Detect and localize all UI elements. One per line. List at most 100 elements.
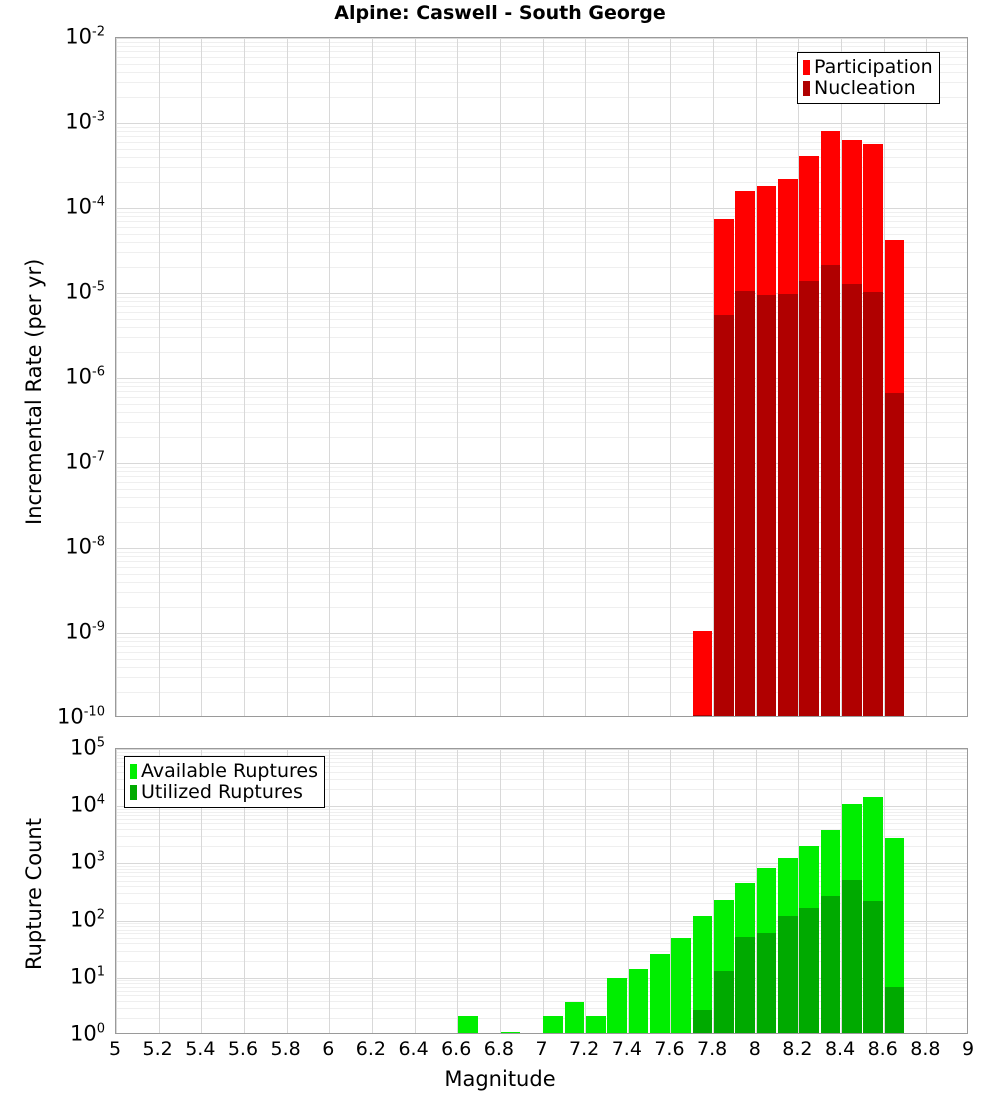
gridline-minor-h [116, 71, 967, 73]
gridline-minor-h [116, 893, 967, 895]
gridline-minor-h [116, 56, 967, 58]
gridline-major-h [116, 378, 967, 379]
gridline-minor-h [116, 97, 967, 99]
gridline-minor-h [116, 808, 967, 810]
bar-available-ruptures [884, 837, 905, 1033]
gridline-minor-h [116, 866, 967, 867]
x-tick-label: 5.2 [142, 1038, 173, 1060]
x-tick-label: 7.2 [569, 1038, 600, 1060]
gridline-v [116, 38, 117, 716]
bar-available-ruptures [458, 1015, 478, 1033]
gridline-minor-h [116, 481, 967, 483]
gridline-minor-h [116, 326, 967, 328]
gridline-minor-h [116, 41, 967, 43]
gridline-minor-h [116, 318, 967, 320]
gridline-minor-h [116, 437, 967, 439]
gridline-minor-h [116, 757, 967, 759]
gridline-minor-h [116, 815, 967, 817]
legend-swatch-icon [803, 81, 810, 96]
y-tick-label: 103 [69, 849, 105, 874]
gridline-minor-h [116, 82, 967, 84]
bar-available-ruptures [692, 916, 713, 1033]
gridline-minor-h [116, 778, 967, 780]
gridline-minor-h [116, 488, 967, 490]
gridline-major-h [116, 920, 967, 922]
gridline-minor-h [116, 766, 967, 768]
legend-label: Nucleation [814, 77, 916, 99]
incremental-rate-plot [115, 37, 968, 717]
gridline-v [329, 749, 331, 1033]
bottom-legend: Available Ruptures Utilized Ruptures [124, 756, 325, 808]
gridline-minor-h [116, 386, 967, 388]
y-tick-label: 101 [69, 964, 105, 989]
gridline-minor-h [116, 886, 967, 888]
legend-item: Available Ruptures [130, 761, 318, 782]
y-tick-label: 104 [69, 792, 105, 817]
y-tick-label: 10-9 [65, 619, 105, 644]
gridline-minor-h [116, 337, 967, 339]
bar-utilized-ruptures [777, 916, 798, 1033]
gridline-v [414, 38, 416, 716]
gridline-minor-h [116, 636, 967, 638]
x-tick-label: 8.4 [824, 1038, 856, 1060]
gridline-minor-h [116, 754, 967, 756]
gridline-minor-h [116, 396, 967, 398]
gridline-minor-h [116, 607, 967, 609]
y-tick-label: 10-4 [65, 194, 105, 219]
x-tick-label: 7.6 [654, 1038, 685, 1060]
gridline-minor-h [116, 422, 967, 424]
gridline-major-h [116, 208, 967, 209]
gridline-minor-h [116, 221, 967, 223]
gridline-minor-h [116, 829, 967, 830]
gridline-minor-h [116, 381, 967, 383]
gridline-minor-h [116, 923, 967, 925]
gridline-minor-h [116, 241, 967, 243]
bar-utilized-ruptures [692, 1010, 713, 1033]
gridline-v [627, 749, 629, 1033]
bar-available-ruptures [628, 969, 649, 1033]
gridline-v [713, 38, 715, 716]
gridline-v [841, 38, 843, 716]
legend-item: Utilized Ruptures [130, 782, 318, 803]
gridline-minor-h [116, 995, 967, 996]
gridline-minor-h [116, 641, 967, 643]
legend-label: Available Ruptures [141, 760, 318, 782]
gridline-minor-h [116, 296, 967, 298]
y-tick-label: 10-5 [65, 279, 105, 304]
bar-available-ruptures [500, 1032, 521, 1033]
y-tick-label: 105 [69, 735, 105, 760]
gridline-minor-h [116, 581, 967, 583]
gridline-v [499, 749, 501, 1033]
gridline-minor-h [116, 811, 967, 813]
gridline-minor-h [116, 761, 967, 763]
gridline-minor-h [116, 46, 967, 48]
gridline-minor-h [116, 566, 967, 568]
gridline-minor-h [116, 167, 967, 169]
gridline-major-h [116, 863, 967, 865]
gridline-v [755, 749, 757, 1033]
gridline-minor-h [116, 651, 967, 653]
gridline-minor-h [116, 876, 967, 878]
gridline-minor-h [116, 182, 967, 184]
gridline-minor-h [116, 63, 967, 65]
gridline-minor-h [116, 141, 967, 143]
y-tick-label: 102 [69, 907, 105, 932]
gridline-v [243, 38, 245, 716]
x-tick-label: 6.2 [355, 1038, 386, 1060]
gridline-minor-h [116, 990, 967, 992]
gridline-v [585, 749, 587, 1033]
gridline-v [926, 38, 928, 716]
y-tick-label: 10-8 [65, 534, 105, 559]
gridline-minor-h [116, 846, 967, 848]
gridline-v [286, 749, 288, 1033]
gridline-v [755, 38, 757, 716]
gridline-v [627, 38, 629, 716]
gridline-minor-h [116, 156, 967, 158]
bar-available-ruptures [671, 937, 691, 1033]
gridline-major-h [116, 548, 967, 549]
gridline-v [499, 38, 501, 716]
x-tick-label: 5.4 [185, 1038, 216, 1060]
bar-available-ruptures [564, 1001, 585, 1033]
gridline-minor-h [116, 986, 967, 988]
